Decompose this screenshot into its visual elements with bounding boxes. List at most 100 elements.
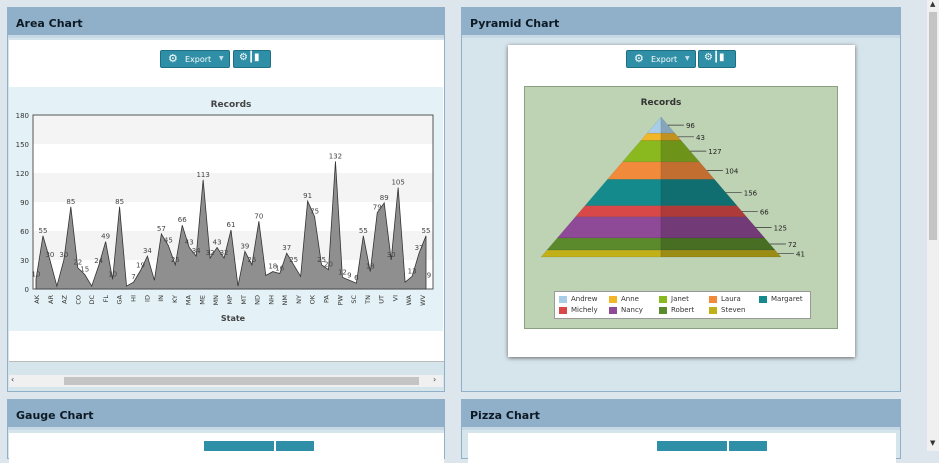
data-label: 43 [213, 238, 222, 246]
x-tick-label: ND [254, 295, 262, 305]
data-label: 49 [101, 233, 110, 241]
export-button[interactable] [204, 441, 274, 451]
data-label: 55 [39, 227, 48, 235]
scroll-up-icon[interactable]: ▲ [930, 0, 936, 8]
data-label: 25 [289, 256, 298, 264]
data-label: 24 [94, 257, 103, 265]
x-tick-label: MT [240, 295, 248, 305]
pyramid-segment [660, 249, 782, 258]
scroll-down-icon[interactable]: ▼ [930, 439, 936, 447]
export-button[interactable]: ⚙ Export ▼ [626, 50, 696, 68]
pyramid-segment [606, 161, 662, 180]
data-label: 20 [324, 261, 333, 269]
x-tick-label: GA [116, 294, 124, 304]
chart-settings-button[interactable]: ⚙┃▮ [698, 50, 736, 68]
page-scrollbar-thumb[interactable] [929, 12, 937, 240]
data-label: 75 [310, 208, 319, 216]
pyramid-segment [546, 237, 662, 251]
legend-label: Nancy [621, 306, 643, 314]
x-tick-label: ID [143, 295, 151, 302]
legend-item[interactable]: Andrew [559, 295, 597, 305]
y-tick-label: 180 [16, 112, 29, 120]
legend-item[interactable]: Robert [659, 306, 694, 316]
legend-item[interactable]: Margaret [759, 295, 803, 305]
scroll-left-icon[interactable]: ‹ [11, 375, 15, 384]
data-label: 127 [708, 148, 721, 156]
data-label: 85 [115, 198, 124, 206]
pyramid-segment [660, 161, 716, 180]
panel-header: Gauge Chart [8, 400, 444, 430]
data-label: 113 [196, 171, 209, 179]
x-tick-label: TN [364, 295, 372, 305]
legend-item[interactable]: Laura [709, 295, 741, 305]
legend-label: Robert [671, 306, 695, 314]
chart-card: ⚙ Export ▼ ⚙┃▮ 0 30 60 90 120 150 180 10 55 30 30… [9, 40, 444, 362]
data-label: 61 [227, 221, 236, 229]
panel-title: Pyramid Chart [470, 17, 560, 30]
chart-card [468, 433, 896, 463]
chart-card [9, 433, 444, 463]
legend: Andrew Anne Janet Laura Margaret Michely Nancy… [554, 291, 811, 319]
data-label: 25 [247, 256, 256, 264]
data-label: 125 [774, 224, 787, 232]
panel-header: Area Chart [8, 8, 444, 38]
export-label: Export [185, 55, 212, 64]
chart-area: 0 30 60 90 120 150 180 10 55 30 30 85 22 15 24 49 10 85 7… [9, 87, 443, 331]
legend-swatch [709, 306, 717, 314]
x-tick-label: PW [336, 294, 344, 305]
panel-title: Area Chart [16, 17, 83, 30]
x-tick-label: SC [350, 295, 358, 304]
pyramid-segment [556, 216, 662, 239]
scroll-right-icon[interactable]: › [433, 375, 437, 384]
data-label: 15 [80, 266, 89, 274]
x-tick-label: AZ [61, 294, 69, 303]
data-label: 41 [796, 251, 805, 259]
export-button[interactable] [657, 441, 727, 451]
pyramid-segment [660, 205, 748, 218]
export-label: Export [651, 55, 678, 64]
x-tick-label: WV [419, 294, 427, 305]
chart-settings-button[interactable]: ⚙┃▮ [233, 50, 271, 68]
chart-settings-button[interactable] [276, 441, 314, 451]
legend-item[interactable]: Steven [709, 306, 745, 316]
export-button[interactable]: ⚙ Export ▼ [160, 50, 230, 68]
data-label: 30 [59, 251, 68, 259]
data-label: 37 [415, 244, 424, 252]
data-label: 37 [282, 244, 291, 252]
horizontal-scrollbar[interactable]: ‹ › [9, 375, 443, 387]
pyramid-segment [621, 140, 662, 163]
data-label: 85 [66, 198, 75, 206]
pyramid-segment [660, 216, 766, 239]
legend-swatch [609, 295, 617, 303]
data-label: 32 [206, 249, 215, 257]
y-tick-label: 90 [20, 199, 29, 207]
data-label: 34 [192, 247, 201, 255]
data-label: 10 [32, 270, 41, 278]
data-label: 79 [373, 204, 382, 212]
data-label: 70 [254, 212, 263, 220]
x-tick-label: AR [47, 295, 55, 304]
pyramid-segment [584, 179, 662, 206]
data-label: 22 [73, 259, 82, 267]
pyramid-segment [574, 205, 662, 218]
legend-item[interactable]: Anne [609, 295, 639, 305]
legend-item[interactable]: Janet [659, 295, 689, 305]
data-label: 16 [275, 265, 284, 273]
legend-item[interactable]: Michely [559, 306, 598, 316]
x-tick-label: WA [405, 294, 413, 305]
chart-settings-button[interactable] [729, 441, 767, 451]
x-tick-label: HI [130, 295, 138, 302]
x-tick-label: VI [391, 295, 399, 301]
data-label: 89 [380, 194, 389, 202]
data-label: 66 [760, 208, 769, 216]
data-label: 91 [303, 192, 312, 200]
scrollbar-thumb[interactable] [64, 377, 419, 385]
legend-item[interactable]: Nancy [609, 306, 643, 316]
data-label: 55 [422, 227, 431, 235]
legend-label: Michely [571, 306, 598, 314]
pyramid-segment [540, 249, 662, 258]
data-label: 55 [359, 227, 368, 235]
x-tick-label: UT [378, 295, 386, 304]
